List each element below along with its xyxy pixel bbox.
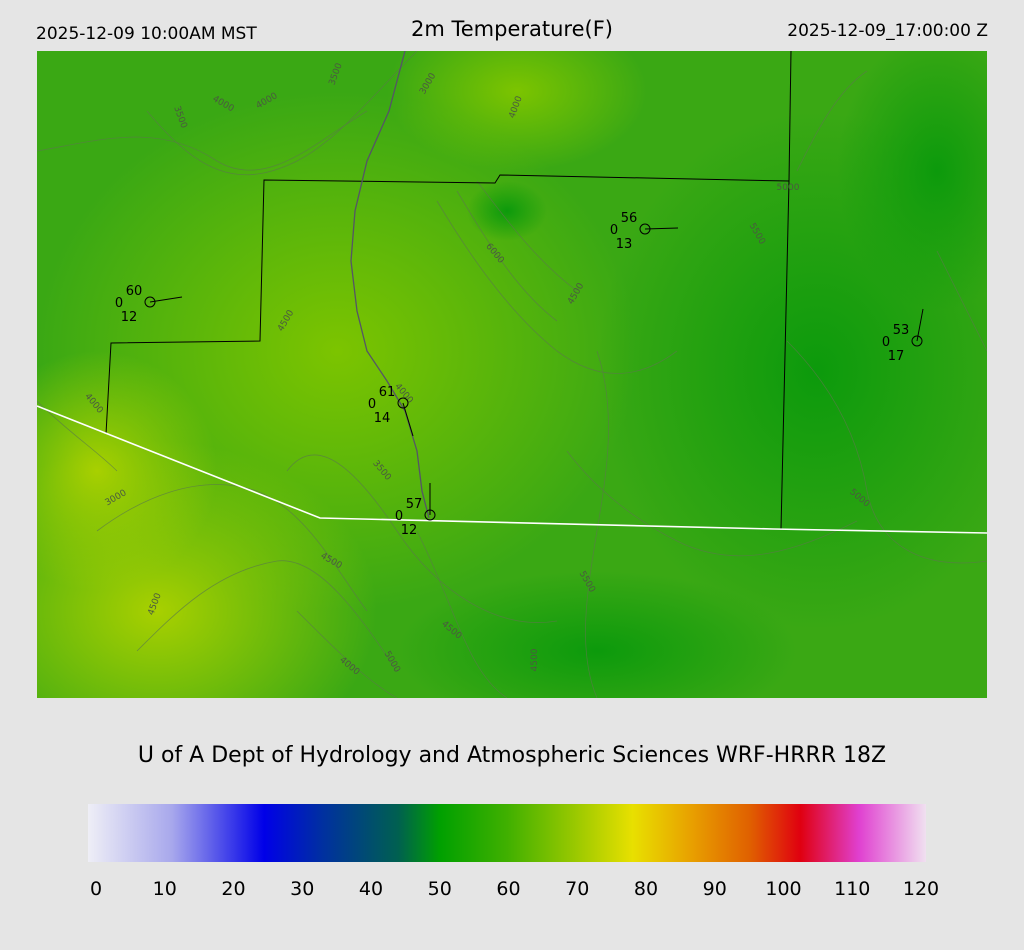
station-temp: 56 [621, 211, 638, 226]
title: 2m Temperature(F) [411, 17, 613, 41]
colorbar-tick-label: 10 [153, 878, 177, 900]
state-border [37, 405, 987, 534]
station-dew: 14 [374, 411, 391, 426]
station-left: 0 [115, 296, 123, 311]
station-circle [144, 296, 156, 308]
wind-barb [644, 227, 679, 230]
station-circle [911, 335, 923, 347]
contour-label: 4500 [530, 648, 540, 671]
colorbar-tick-label: 110 [834, 878, 870, 900]
colorbar-tick-label: 30 [290, 878, 314, 900]
colorbar-tick-label: 80 [634, 878, 658, 900]
station-temp: 53 [893, 323, 910, 338]
colorbar-tick-label: 60 [496, 878, 520, 900]
colorbar-tick-label: 120 [903, 878, 939, 900]
temperature-field [37, 51, 987, 698]
credit: U of A Dept of Hydrology and Atmospheric… [137, 743, 887, 768]
contour-label: 5000 [777, 183, 800, 193]
wind-barb [149, 296, 183, 303]
station-temp: 57 [406, 497, 423, 512]
station-dew: 12 [401, 523, 418, 538]
colorbar-tick-label: 90 [703, 878, 727, 900]
station-left: 0 [882, 335, 890, 350]
contours [37, 51, 987, 698]
colorbar-tick-label: 100 [765, 878, 801, 900]
wind-barb [402, 402, 414, 437]
river [350, 51, 430, 519]
colorbar-tick-label: 50 [428, 878, 452, 900]
utc-time: 2025-12-09_17:00:00 Z [787, 21, 988, 41]
wind-barb [916, 308, 924, 342]
station-dew: 12 [121, 310, 138, 325]
station-left: 0 [610, 223, 618, 238]
colorbar: 0 10 20 30 40 50 60 70 80 90 100 110 120 [88, 804, 939, 900]
colorbar-tick-label: 0 [90, 878, 102, 900]
colorbar-gradient [88, 804, 926, 862]
county-boundaries [105, 51, 792, 530]
station-temp: 60 [126, 284, 143, 299]
local-time: 2025-12-09 10:00AM MST [36, 24, 257, 44]
station-temp: 61 [379, 385, 396, 400]
colorbar-tick-label: 70 [565, 878, 589, 900]
colorbar-tick-label: 40 [359, 878, 383, 900]
station-left: 0 [368, 397, 376, 412]
colorbar-tick-label: 20 [221, 878, 245, 900]
station-left: 0 [395, 509, 403, 524]
station-circle [397, 397, 409, 409]
station-dew: 17 [888, 349, 905, 364]
station-dew: 13 [616, 237, 633, 252]
